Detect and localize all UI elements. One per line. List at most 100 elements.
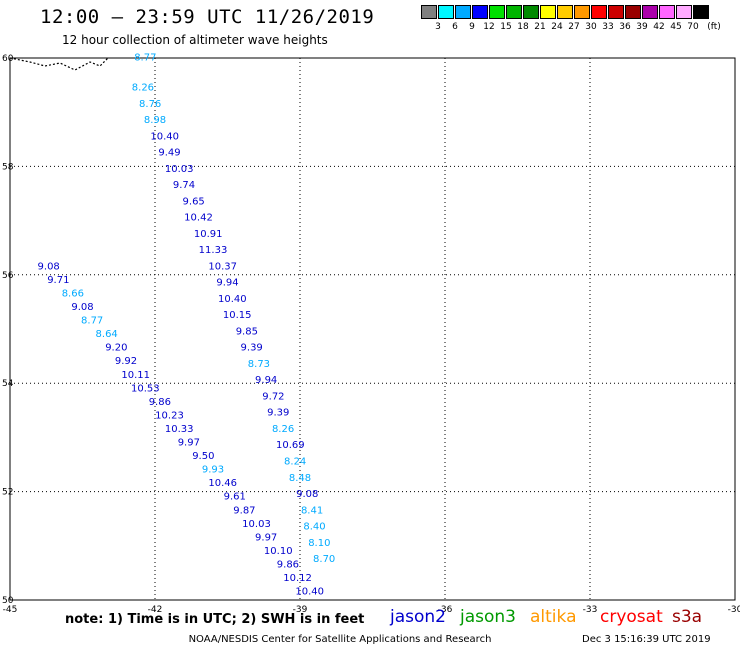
swh-label: 9.08 <box>296 489 318 500</box>
swh-label: 8.98 <box>144 115 166 126</box>
swh-label: 9.86 <box>149 397 171 408</box>
colorbar-cell <box>659 5 675 19</box>
legend-item-cryosat: cryosat <box>600 607 663 627</box>
colorbar-cell <box>489 5 505 19</box>
swh-label: 9.39 <box>241 343 263 354</box>
swh-label: 10.69 <box>276 440 305 451</box>
legend-item-altika: altika <box>530 607 577 627</box>
colorbar-label: 39 <box>636 22 648 32</box>
swh-label: 9.72 <box>262 391 284 402</box>
colorbar-label: 45 <box>670 22 682 32</box>
footer: NOAA/NESDIS Center for Satellite Applica… <box>0 634 740 645</box>
swh-label: 10.23 <box>155 410 184 421</box>
colorbar-cell <box>642 5 658 19</box>
legend-item-jason2: jason2 <box>390 607 446 627</box>
swh-label: 8.77 <box>134 53 156 64</box>
swh-label: 10.40 <box>295 587 324 598</box>
swh-label: 9.49 <box>158 148 180 159</box>
swh-label: 9.92 <box>115 356 137 367</box>
swh-label: 9.74 <box>173 180 195 191</box>
colorbar <box>421 5 710 19</box>
x-tick-label: -36 <box>438 605 453 615</box>
swh-label: 8.40 <box>303 522 325 533</box>
colorbar-cell <box>421 5 437 19</box>
colorbar-cell <box>523 5 539 19</box>
y-tick-label: 50 <box>2 596 14 606</box>
swh-label: 8.10 <box>308 538 330 549</box>
x-tick-label: -30 <box>728 605 740 615</box>
colorbar-label: 30 <box>585 22 597 32</box>
colorbar-label: 3 <box>435 22 441 32</box>
swh-label: 10.40 <box>218 294 247 305</box>
colorbar-label: 33 <box>602 22 614 32</box>
swh-label: 11.33 <box>199 245 228 256</box>
x-tick-label: -42 <box>148 605 163 615</box>
colorbar-label: 6 <box>452 22 458 32</box>
swh-label: 9.93 <box>202 465 224 476</box>
swh-label: 10.53 <box>131 383 160 394</box>
colorbar-labels: 3 6 9 12 15 18 21 24 27 30 33 36 39 42 45 70 (ft) <box>421 22 740 34</box>
colorbar-label: 21 <box>534 22 546 32</box>
swh-label: 9.08 <box>71 302 93 313</box>
swh-label: 9.65 <box>183 196 205 207</box>
swh-label: 10.15 <box>223 310 252 321</box>
swh-label: 9.87 <box>233 505 255 516</box>
swh-label: 8.41 <box>301 505 323 516</box>
swh-label: 10.91 <box>194 229 223 240</box>
swh-label: 8.48 <box>289 473 311 484</box>
swh-label: 8.64 <box>96 329 118 340</box>
swh-label: 9.85 <box>236 326 258 337</box>
x-tick-label: -45 <box>3 605 18 615</box>
legend-item-jason3: jason3 <box>460 607 516 627</box>
swh-label: 9.97 <box>255 532 277 543</box>
swh-label: 9.71 <box>47 275 69 286</box>
swh-label: 8.76 <box>139 99 161 110</box>
colorbar-label: 15 <box>500 22 512 32</box>
colorbar-cell <box>625 5 641 19</box>
colorbar-label: 12 <box>483 22 495 32</box>
colorbar-label: 18 <box>517 22 529 32</box>
colorbar-label: (ft) <box>707 22 721 32</box>
colorbar-cell <box>608 5 624 19</box>
swh-label: 8.70 <box>313 554 335 565</box>
page-title: 12:00 – 23:59 UTC 11/26/2019 <box>40 6 375 28</box>
swh-label: 8.24 <box>284 457 306 468</box>
swh-label: 10.10 <box>264 546 293 557</box>
map-frame <box>9 57 736 601</box>
swh-label: 9.94 <box>255 375 277 386</box>
colorbar-label: 27 <box>568 22 580 32</box>
colorbar-cell <box>540 5 556 19</box>
swh-label: 8.73 <box>248 359 270 370</box>
swh-label: 10.42 <box>184 213 213 224</box>
y-tick-label: 54 <box>2 379 14 389</box>
swh-label: 9.94 <box>216 278 238 289</box>
colorbar-cell <box>676 5 692 19</box>
swh-label: 9.97 <box>178 438 200 449</box>
swh-label: 9.50 <box>192 451 214 462</box>
colorbar-cell <box>574 5 590 19</box>
colorbar-cell <box>438 5 454 19</box>
y-tick-label: 58 <box>2 162 14 172</box>
y-tick-label: 60 <box>2 54 14 64</box>
colorbar-label: 70 <box>687 22 699 32</box>
colorbar-cell <box>557 5 573 19</box>
swh-label: 10.46 <box>208 478 237 489</box>
footer-timestamp: Dec 3 15:16:39 UTC 2019 <box>582 634 711 645</box>
swh-label: 10.12 <box>283 573 312 584</box>
swh-label: 8.26 <box>272 424 294 435</box>
colorbar-cell <box>591 5 607 19</box>
swh-label: 10.40 <box>150 131 179 142</box>
swh-label: 10.03 <box>242 519 271 530</box>
y-tick-label: 52 <box>2 488 13 498</box>
colorbar-label: 9 <box>469 22 475 32</box>
y-tick-label: 56 <box>2 271 14 281</box>
swh-label: 9.20 <box>105 343 127 354</box>
swh-label: 8.77 <box>81 316 103 327</box>
swh-label: 8.66 <box>62 288 84 299</box>
colorbar-label: 24 <box>551 22 563 32</box>
colorbar-cell <box>472 5 488 19</box>
swh-label: 9.61 <box>224 492 246 503</box>
swh-label: 9.39 <box>267 408 289 419</box>
swh-label: 8.26 <box>132 83 154 94</box>
